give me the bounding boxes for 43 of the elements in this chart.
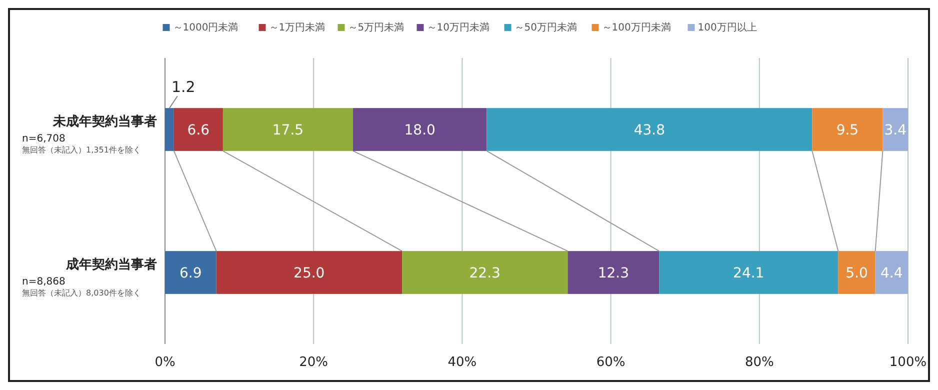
bar	[838, 251, 876, 294]
data-label: 4.4	[880, 265, 903, 282]
data-label: 6.6	[187, 122, 210, 138]
data-label: 18.0	[404, 122, 436, 138]
data-label: 9.5	[836, 122, 859, 138]
y-tick-label: 未成年契約当事者 n=6,708 無回答（未記入）1,351件を除く	[22, 114, 157, 154]
legend-label: ～10万円未満	[426, 22, 490, 34]
data-label: 17.5	[272, 122, 304, 138]
bar	[222, 108, 353, 151]
data-label: 24.1	[733, 265, 764, 282]
bar	[174, 108, 223, 151]
legend-label: ～50万円未満	[514, 22, 577, 34]
legend-label: ～5万円未満	[348, 22, 404, 34]
y-tick-label: 成年契約当事者 n=8,868 無回答（未記入）8,030件を除く	[22, 258, 157, 298]
bar	[882, 108, 908, 151]
x-tick-label: 60%	[596, 355, 626, 370]
data-label: 25.0	[294, 265, 325, 282]
x-tick-label: 20%	[299, 355, 328, 370]
bar	[875, 251, 908, 294]
bar	[812, 108, 883, 151]
bar	[216, 251, 402, 294]
data-label: 6.9	[180, 265, 202, 282]
x-tick-label: 100%	[889, 355, 927, 370]
x-tick-label: 80%	[744, 355, 774, 370]
bar	[659, 251, 838, 294]
bar	[486, 108, 812, 151]
bar	[402, 251, 568, 294]
bar	[165, 108, 174, 151]
data-label: 1.2	[171, 78, 196, 96]
legend-label: ～1000円未満	[172, 22, 238, 34]
data-label: 22.3	[469, 265, 500, 282]
x-tick-label: 0%	[154, 355, 176, 370]
data-label: 12.3	[598, 265, 629, 282]
data-label: 43.8	[634, 122, 666, 138]
bar	[352, 108, 487, 151]
x-tick-label: 40%	[448, 355, 477, 370]
legend-label: 100万円以上	[698, 22, 757, 34]
data-label: 5.0	[846, 265, 868, 282]
bar	[165, 251, 216, 294]
bar	[568, 251, 660, 294]
data-label: 3.4	[884, 122, 907, 138]
legend-label: ～1万円未満	[268, 22, 326, 34]
legend-label: ～100万円未満	[602, 22, 671, 34]
